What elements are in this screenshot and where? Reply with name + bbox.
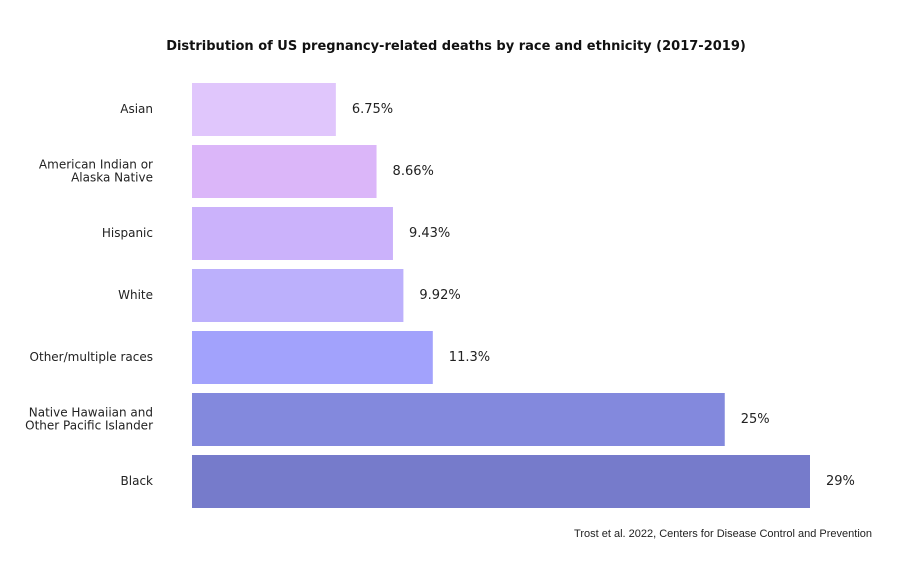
category-label-5: Other/multiple races: [30, 350, 153, 364]
value-label-1: 6.75%: [352, 102, 393, 117]
bar-6: [192, 393, 725, 446]
category-label-line: Black: [121, 474, 154, 488]
chart-title: Distribution of US pregnancy-related dea…: [166, 39, 746, 54]
source-note: Trost et al. 2022, Centers for Disease C…: [574, 528, 872, 540]
bar-5: [192, 331, 433, 384]
value-label-2: 8.66%: [393, 164, 434, 179]
category-labels-group: Asian American Indian or Alaska Native Hisp…: [25, 102, 153, 488]
category-label-line: Hispanic: [102, 226, 153, 240]
category-label-line: Other/multiple races: [30, 350, 153, 364]
bar-4: [192, 269, 404, 322]
category-label-line: White: [118, 288, 153, 302]
category-label-line: Asian: [120, 102, 153, 116]
value-label-3: 9.43%: [409, 226, 450, 241]
bar-7: [192, 455, 810, 508]
value-label-4: 9.92%: [419, 288, 460, 303]
bar-1: [192, 83, 336, 136]
category-label-4: White: [118, 288, 153, 302]
category-label-7: Black: [121, 474, 154, 488]
category-label-2: American Indian or Alaska Native: [39, 158, 153, 185]
category-label-line: American Indian or: [39, 158, 153, 172]
value-label-7: 29%: [826, 474, 855, 489]
bars-group: [192, 83, 810, 508]
value-labels-group: 6.75% 8.66% 9.43% 9.92% 11.3% 25% 29%: [352, 102, 855, 489]
category-label-3: Hispanic: [102, 226, 153, 240]
bar-3: [192, 207, 393, 260]
category-label-1: Asian: [120, 102, 153, 116]
category-label-line: Native Hawaiian and: [29, 406, 153, 420]
value-label-5: 11.3%: [449, 350, 490, 365]
category-label-line: Other Pacific Islander: [25, 419, 153, 433]
category-label-line: Alaska Native: [71, 171, 153, 185]
bar-2: [192, 145, 377, 198]
category-label-6: Native Hawaiian and Other Pacific Islande…: [25, 406, 153, 433]
value-label-6: 25%: [741, 412, 770, 427]
